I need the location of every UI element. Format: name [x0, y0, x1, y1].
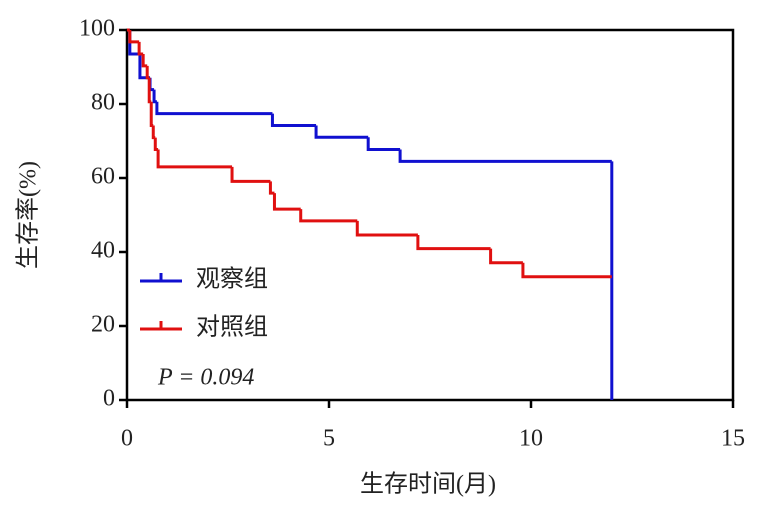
y-tick-label: 20: [91, 312, 115, 338]
survival-step: [355, 220, 418, 237]
survival-step: [299, 209, 358, 223]
x-tick-label: 5: [323, 426, 335, 452]
survival-step: [137, 41, 144, 56]
legend-label: 观察组: [196, 266, 268, 293]
survival-step: [153, 137, 159, 152]
y-tick-label: 0: [103, 386, 115, 412]
survival-step: [489, 248, 523, 265]
survival-step: [155, 101, 273, 116]
survival-step: [272, 193, 301, 211]
survival-step: [416, 234, 491, 251]
survival-step: [141, 54, 148, 68]
survival-step: [151, 125, 156, 140]
x-tick-label: 15: [721, 426, 745, 452]
y-tick-label: 60: [91, 164, 115, 190]
survival-step: [156, 149, 233, 169]
legend-label: 对照组: [196, 314, 268, 341]
survival-step: [521, 262, 612, 279]
survival-step: [230, 166, 271, 183]
y-tick-label: 80: [91, 90, 115, 116]
survival-step: [366, 137, 401, 152]
survival-step: [128, 30, 140, 44]
x-tick-label: 10: [519, 426, 543, 452]
survival-step: [152, 89, 157, 104]
y-tick-label: 100: [79, 16, 115, 42]
p-value: P = 0.094: [157, 365, 254, 391]
survival-step: [398, 149, 612, 163]
x-axis-label: 生存时间(月): [360, 471, 496, 498]
y-tick-label: 40: [91, 238, 115, 264]
x-tick-label: 0: [121, 426, 133, 452]
survival-step: [145, 65, 150, 80]
survival-step: [268, 181, 275, 195]
survival-step: [270, 113, 317, 127]
survival-step: [149, 101, 154, 127]
plot-frame: [125, 28, 735, 402]
survival-step: [314, 125, 369, 139]
y-axis-label: 生存率(%): [15, 161, 42, 269]
